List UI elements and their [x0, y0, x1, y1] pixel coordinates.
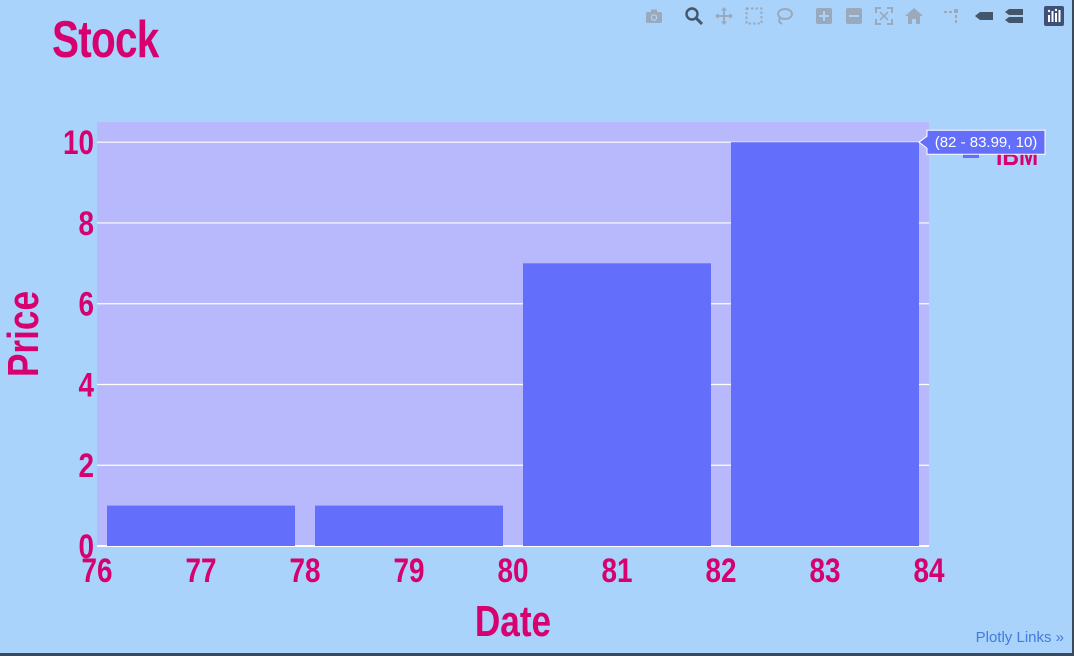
- lasso-icon[interactable]: [772, 4, 796, 28]
- tooltip-label: (82 - 83.99, 10): [935, 134, 1038, 151]
- y-tick-label: 0: [78, 527, 94, 565]
- camera-icon[interactable]: [642, 4, 666, 28]
- x-tick-labels: 76 77 78 79 80 81 82 83 84: [81, 551, 945, 589]
- bar[interactable]: [523, 263, 711, 546]
- x-tick-label: 76: [81, 551, 112, 589]
- x-axis-title: Date: [475, 597, 551, 646]
- hover-tooltip: (82 - 83.99, 10): [918, 129, 1046, 155]
- bar[interactable]: [315, 505, 503, 546]
- pan-icon[interactable]: [712, 4, 736, 28]
- autoscale-icon[interactable]: [872, 4, 896, 28]
- bar[interactable]: [731, 142, 919, 546]
- x-tick-label: 81: [601, 551, 632, 589]
- x-tick-label: 77: [185, 551, 216, 589]
- y-tick-label: 6: [78, 285, 94, 323]
- zoom-icon[interactable]: [682, 4, 706, 28]
- spike-lines-icon[interactable]: [940, 4, 964, 28]
- plotly-links[interactable]: Plotly Links »: [975, 629, 1064, 646]
- y-axis-title: Price: [0, 291, 48, 377]
- tooltip-box: [918, 129, 1046, 155]
- plotly-logo-icon[interactable]: [1042, 4, 1066, 28]
- x-tick-label: 84: [913, 551, 945, 589]
- y-tick-label: 2: [78, 447, 94, 485]
- bar[interactable]: [107, 505, 295, 546]
- hover-closest-icon[interactable]: [972, 4, 996, 28]
- chart-title: Stock: [52, 11, 159, 69]
- y-tick-label: 8: [78, 204, 94, 242]
- y-tick-label: 4: [78, 366, 94, 404]
- reset-axes-icon[interactable]: [902, 4, 926, 28]
- x-tick-label: 83: [809, 551, 840, 589]
- zoom-out-icon[interactable]: [842, 4, 866, 28]
- box-select-icon[interactable]: [742, 4, 766, 28]
- zoom-in-icon[interactable]: [812, 4, 836, 28]
- bars: [107, 142, 919, 546]
- y-tick-labels: 0 2 4 6 8 10: [63, 124, 95, 566]
- x-tick-label: 78: [289, 551, 320, 589]
- x-tick-label: 79: [393, 551, 424, 589]
- x-tick-label: 82: [705, 551, 736, 589]
- y-tick-label: 10: [63, 124, 94, 162]
- x-tick-label: 80: [497, 551, 528, 589]
- hover-compare-icon[interactable]: [1002, 4, 1026, 28]
